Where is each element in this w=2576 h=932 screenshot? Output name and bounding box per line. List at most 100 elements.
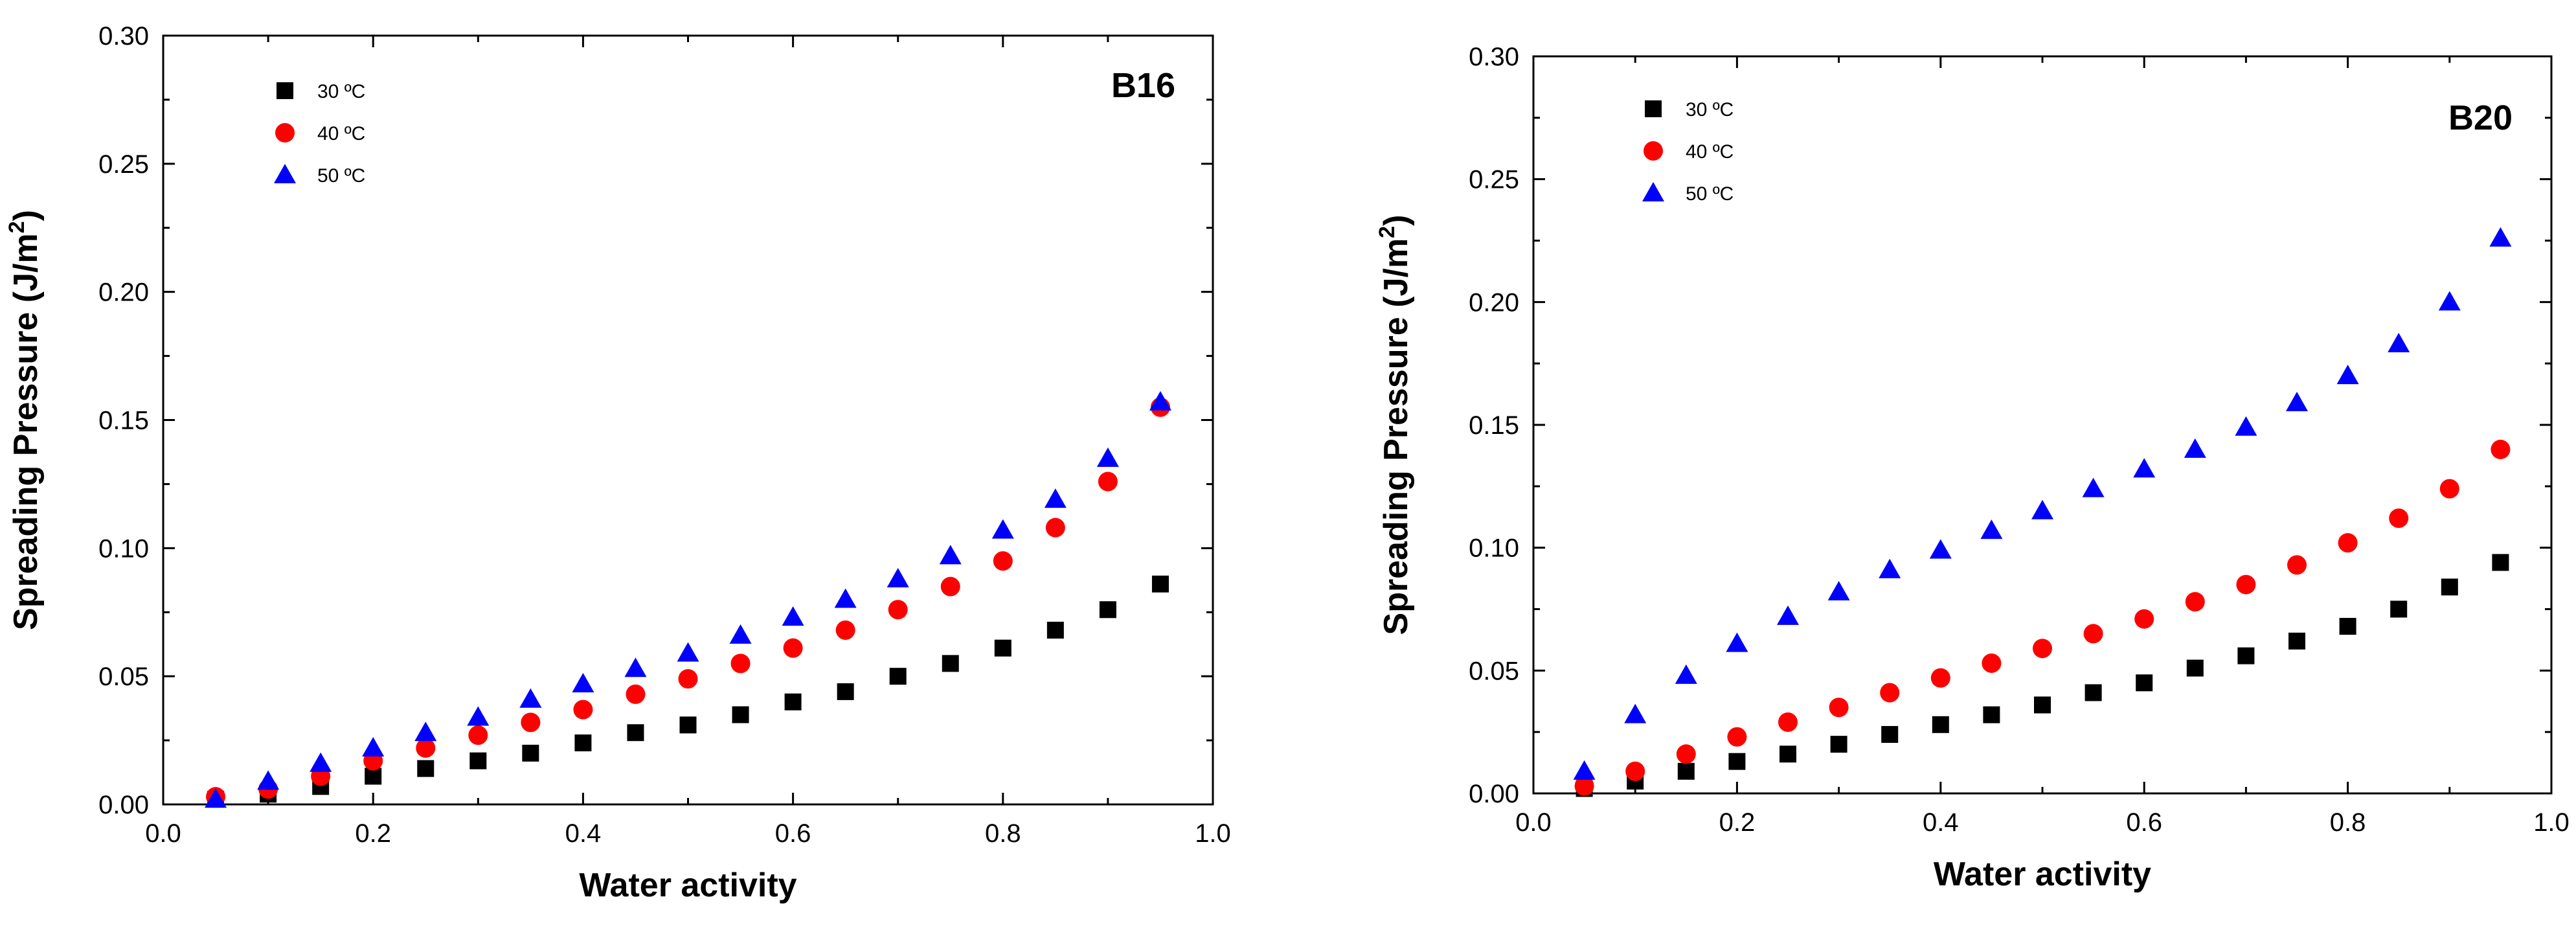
x-tick-label: 0.8: [2330, 808, 2366, 837]
data-point: [2438, 291, 2461, 311]
data-point: [1677, 762, 1695, 780]
legend-label: 50 ºC: [1686, 183, 1734, 205]
data-point: [677, 642, 699, 662]
y-tick-label: 0.00: [1469, 780, 1519, 808]
legend-marker: [1645, 100, 1662, 117]
data-point: [414, 722, 437, 742]
data-point: [362, 736, 385, 756]
data-point: [2083, 624, 2103, 644]
data-point: [468, 725, 488, 745]
data-point: [469, 752, 487, 769]
data-point: [1879, 558, 1901, 578]
data-point: [2389, 508, 2409, 529]
legend-label: 30 ºC: [317, 81, 365, 102]
x-tick-label: 1.0: [2533, 808, 2570, 837]
x-tick-label: 0.8: [985, 819, 1021, 848]
y-axis-title-close: ): [7, 210, 45, 221]
y-axis-title-superscript: 2: [1375, 226, 1399, 238]
data-point: [205, 788, 227, 808]
x-axis-title: Water activity: [1934, 856, 2151, 893]
data-point: [1675, 664, 1697, 684]
data-point: [1779, 745, 1796, 763]
y-tick-label: 0.15: [98, 407, 149, 435]
data-point: [417, 760, 435, 777]
x-tick-label: 0.0: [1515, 808, 1552, 837]
data-point: [2184, 438, 2206, 458]
data-point: [1727, 727, 1747, 747]
series-circle-1: [1574, 439, 2511, 796]
data-point: [1096, 447, 1119, 467]
y-axis-title-main: Spreading Pressure (J/m: [7, 233, 45, 630]
data-point: [678, 669, 698, 689]
data-point: [2236, 574, 2256, 595]
data-point: [467, 706, 490, 726]
data-point: [2489, 227, 2512, 247]
series-triangle-2: [205, 391, 1171, 808]
x-tick-label: 0.0: [145, 819, 181, 848]
legend-marker: [277, 82, 293, 99]
data-point: [1930, 668, 1950, 688]
data-point: [2286, 391, 2308, 411]
data-point: [1982, 653, 2002, 673]
x-tick-label: 0.2: [355, 819, 391, 848]
data-point: [1676, 744, 1696, 764]
data-point: [1098, 472, 1118, 492]
data-point: [2033, 639, 2052, 659]
data-point: [940, 576, 960, 597]
data-point: [2336, 365, 2359, 385]
y-tick-label: 0.10: [1469, 534, 1519, 563]
y-tick-label: 0.30: [98, 22, 149, 51]
data-point: [572, 673, 594, 693]
data-point: [1573, 760, 1596, 780]
panel-label: B20: [2448, 98, 2513, 137]
data-point: [1881, 725, 1899, 743]
legend-label: 50 ºC: [317, 165, 365, 187]
data-point: [365, 767, 382, 785]
data-point: [2338, 533, 2358, 553]
data-point: [2388, 332, 2410, 352]
data-point: [519, 688, 542, 708]
data-point: [782, 606, 804, 626]
data-point: [1830, 736, 1847, 753]
series-circle-1: [206, 397, 1170, 807]
data-point: [887, 567, 909, 587]
data-point: [257, 770, 280, 790]
data-point: [1829, 698, 1849, 718]
legend-label: 40 ºC: [317, 123, 365, 144]
y-tick-label: 0.30: [1469, 43, 1519, 71]
y-tick-label: 0.05: [98, 663, 149, 691]
data-point: [991, 519, 1014, 539]
data-point: [889, 668, 907, 685]
data-point: [310, 752, 332, 772]
data-point: [573, 699, 593, 720]
data-point: [1149, 391, 1171, 411]
x-tick-label: 1.0: [1195, 819, 1231, 848]
data-point: [1777, 605, 1799, 625]
data-point: [1046, 621, 1064, 639]
data-point: [2082, 477, 2105, 497]
y-axis-title-superscript: 2: [5, 221, 29, 233]
data-point: [2441, 578, 2458, 596]
y-tick-label: 0.05: [1469, 657, 1519, 685]
x-tick-label: 0.2: [1719, 808, 1756, 837]
y-tick-label: 0.25: [98, 150, 149, 179]
data-point: [2288, 632, 2305, 650]
data-point: [1932, 716, 1949, 733]
y-axis-title-close: ): [1377, 215, 1415, 226]
data-point: [2390, 600, 2408, 618]
legend-marker: [1642, 182, 1664, 201]
data-point: [416, 738, 436, 758]
data-point: [1624, 703, 1647, 723]
y-tick-label: 0.20: [1469, 288, 1519, 317]
data-point: [834, 588, 857, 608]
data-point: [2492, 554, 2509, 571]
data-point: [624, 657, 647, 677]
data-point: [2136, 674, 2153, 692]
data-point: [1827, 580, 1850, 600]
data-point: [2237, 647, 2255, 665]
data-point: [730, 654, 751, 674]
data-point: [1625, 761, 1645, 781]
data-point: [2085, 684, 2102, 701]
x-tick-label: 0.4: [1923, 808, 1959, 837]
data-point: [993, 551, 1013, 571]
